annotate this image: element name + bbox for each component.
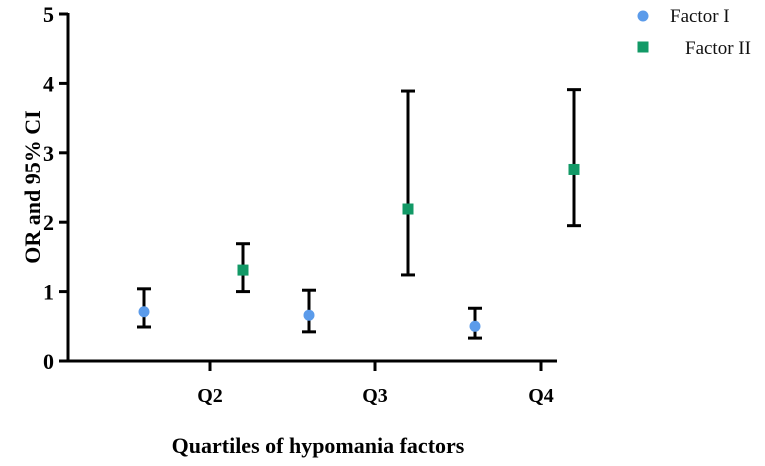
point-factor-ii bbox=[402, 203, 414, 215]
x-axis-title: Quartiles of hypomania factors bbox=[172, 433, 465, 458]
y-tick-label: 1 bbox=[43, 280, 54, 305]
y-tick-label: 2 bbox=[43, 210, 54, 235]
x-tick-label: Q2 bbox=[197, 385, 223, 407]
point-factor-i bbox=[469, 320, 481, 332]
data-points bbox=[138, 163, 580, 332]
legend-label-factor-i: Factor I bbox=[670, 6, 730, 27]
point-factor-i bbox=[303, 309, 315, 321]
legend-marker-factor-ii bbox=[637, 41, 649, 53]
x-tick-label: Q3 bbox=[362, 385, 388, 407]
y-tick-label: 5 bbox=[43, 2, 54, 27]
point-factor-ii bbox=[568, 163, 580, 175]
y-axis-title: OR and 95% CI bbox=[20, 110, 45, 263]
point-factor-ii bbox=[237, 264, 249, 276]
y-tick-label: 3 bbox=[43, 141, 54, 166]
legend-label-factor-ii: Factor II bbox=[685, 38, 751, 59]
error-bars bbox=[137, 88, 581, 340]
y-tick-label: 0 bbox=[43, 349, 54, 374]
legend: Factor I Factor II bbox=[637, 6, 751, 59]
x-ticks: Q2 Q3 Q4 bbox=[197, 361, 554, 407]
y-ticks: 0 1 2 3 4 5 bbox=[43, 2, 68, 374]
point-factor-i bbox=[138, 306, 150, 318]
x-tick-label: Q4 bbox=[528, 385, 554, 407]
y-tick-label: 4 bbox=[43, 71, 54, 96]
legend-marker-factor-i bbox=[637, 10, 649, 22]
